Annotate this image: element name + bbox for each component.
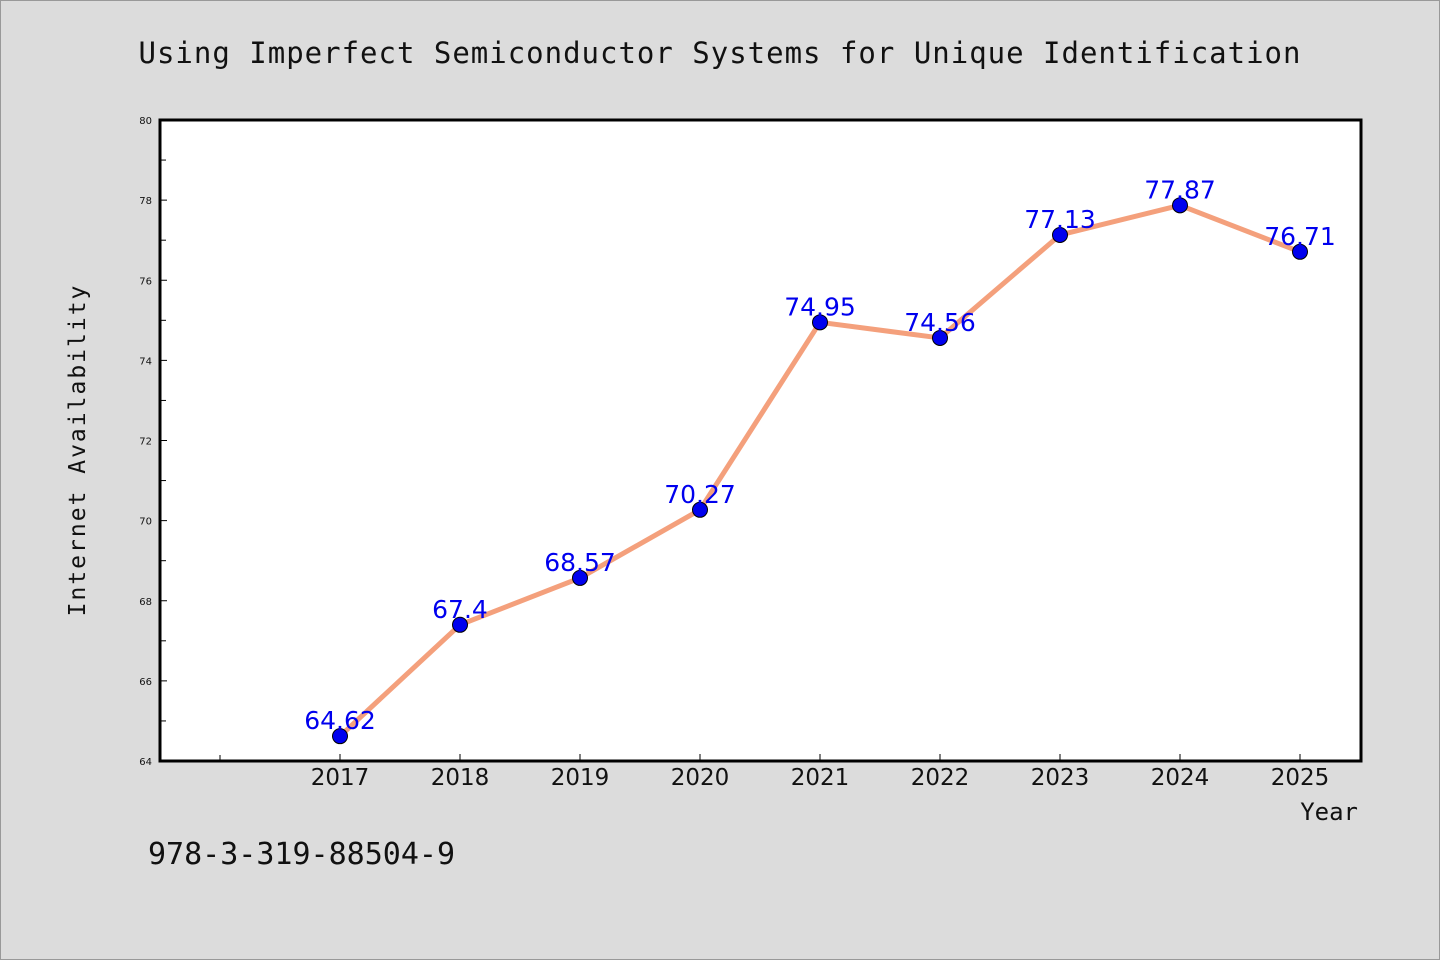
plot-frame (158, 118, 1363, 763)
data-label: 77.13 (1024, 205, 1096, 234)
y-tick-label: 76 (139, 276, 152, 287)
data-point (452, 616, 468, 633)
x-tick-label: 2018 (431, 765, 490, 791)
data-labels-group: 64.62 67.4 68.57 70.27 74.95 74.56 77.13 77.87 7… (304, 175, 1336, 735)
y-tick-label: 80 (139, 116, 152, 127)
data-label: 67.4 (432, 595, 488, 624)
data-label: 64.62 (304, 706, 376, 735)
x-tick-label: 2023 (1031, 765, 1090, 791)
y-tick-label: 70 (139, 517, 152, 528)
x-tick-label: 2021 (791, 765, 850, 791)
x-tick-label: 2024 (1151, 765, 1210, 791)
data-label: 74.56 (904, 308, 976, 337)
data-label: 74.95 (784, 292, 856, 321)
y-tick-label: 74 (139, 356, 152, 367)
series-group (332, 197, 1308, 745)
x-axis-label: Year (1300, 798, 1358, 826)
x-tick-label: 2020 (671, 765, 730, 791)
data-point (332, 728, 348, 745)
y-tick-label: 68 (139, 597, 152, 608)
x-tick-label: 2025 (1271, 765, 1330, 791)
data-point (1172, 197, 1188, 214)
data-point (692, 501, 708, 518)
y-tick-label: 66 (139, 677, 152, 688)
data-label: 76.71 (1264, 222, 1336, 251)
data-label: 70.27 (664, 480, 736, 509)
y-tick-label: 64 (139, 757, 152, 768)
y-tick-label: 72 (139, 437, 152, 448)
isbn-text: 978-3-319-88504-9 (148, 837, 455, 872)
data-point (932, 329, 948, 346)
x-axis-ticks: 2017 2018 2019 2020 2021 2022 2023 2024 2025 (219, 754, 1330, 791)
x-tick-label: 2022 (911, 765, 970, 791)
x-tick-label: 2019 (551, 765, 610, 791)
data-point (1292, 243, 1308, 260)
chart-title: Using Imperfect Semiconductor Systems fo… (139, 36, 1302, 70)
y-tick-label: 78 (139, 196, 152, 207)
plot-area (160, 120, 1361, 761)
data-label: 68.57 (544, 548, 616, 577)
data-point (572, 569, 588, 586)
data-label: 77.87 (1144, 175, 1216, 204)
y-axis-label: Internet Availability (65, 284, 91, 617)
x-tick-label: 2017 (311, 765, 370, 791)
data-point (812, 314, 828, 331)
data-point (1052, 226, 1068, 243)
